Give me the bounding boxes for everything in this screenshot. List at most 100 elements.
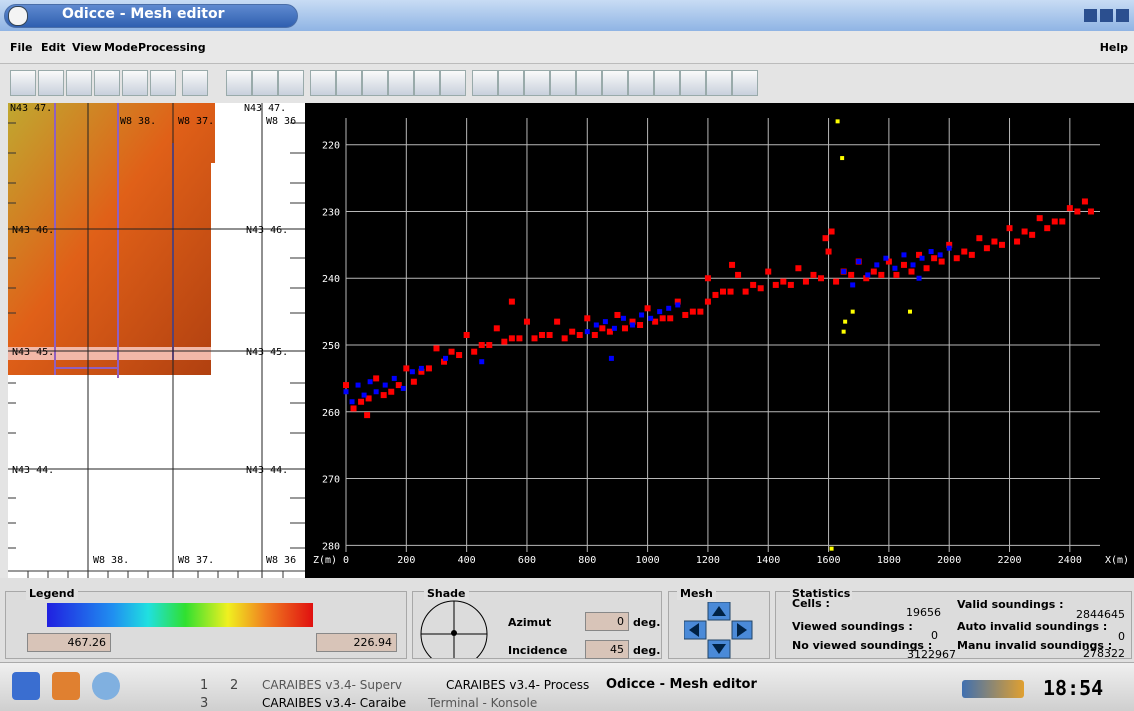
toolbar-button[interactable] <box>94 70 120 96</box>
task-button[interactable]: CARAIBES v3.4- Superv <box>262 678 402 692</box>
sounding <box>381 392 387 398</box>
toolbar-button[interactable] <box>336 70 362 96</box>
toolbar-button[interactable] <box>226 70 252 96</box>
map-label: W8 37. <box>178 555 214 566</box>
desktop-button[interactable]: 2 <box>230 678 238 693</box>
azimut-input[interactable]: 0 <box>585 612 629 631</box>
desktop-button[interactable]: 1 <box>200 678 208 693</box>
toolbar-button[interactable] <box>66 70 92 96</box>
browser-button[interactable] <box>92 672 120 700</box>
toolbar-button[interactable] <box>388 70 414 96</box>
toolbar-button[interactable] <box>472 70 498 96</box>
sounding <box>773 282 779 288</box>
sounding <box>871 269 877 275</box>
sounding <box>410 369 415 374</box>
kmenu-button[interactable] <box>12 672 40 700</box>
menu-item[interactable]: Processing <box>138 41 206 54</box>
close-button[interactable] <box>1116 9 1129 22</box>
panel-title: Shade <box>424 587 469 600</box>
toolbar-button[interactable] <box>38 70 64 96</box>
mesh-arrows[interactable] <box>684 602 754 662</box>
sounding <box>780 279 786 285</box>
sounding <box>383 383 388 388</box>
depth-raster <box>8 103 215 375</box>
sounding <box>660 315 666 321</box>
sounding <box>509 335 515 341</box>
stat-label: Viewed soundings : <box>792 620 913 633</box>
sounding <box>464 332 470 338</box>
toolbar-button[interactable] <box>310 70 336 96</box>
sounding <box>1014 239 1020 245</box>
azimut-label: Azimut <box>508 616 551 629</box>
task-button[interactable]: Terminal - Konsole <box>428 696 537 710</box>
sounding <box>874 262 879 267</box>
minimize-button[interactable] <box>1084 9 1097 22</box>
sounding <box>1082 198 1088 204</box>
x-tick-label: 400 <box>458 555 476 566</box>
toolbar-button[interactable] <box>182 70 208 96</box>
sounding <box>648 316 653 321</box>
incidence-input[interactable]: 45 <box>585 640 629 659</box>
toolbar-button[interactable] <box>680 70 706 96</box>
sounding <box>449 349 455 355</box>
toolbar-button[interactable] <box>550 70 576 96</box>
sounding <box>850 282 855 287</box>
sounding <box>501 339 507 345</box>
sounding <box>494 325 500 331</box>
sounding <box>810 272 816 278</box>
sounding <box>765 269 771 275</box>
sounding <box>842 330 846 334</box>
toolbar-button[interactable] <box>362 70 388 96</box>
toolbar-button[interactable] <box>440 70 466 96</box>
toolbar-button[interactable] <box>122 70 148 96</box>
sounding <box>364 412 370 418</box>
profile-plot: Z(m) X(m) 220230240250260270280020040060… <box>305 103 1134 578</box>
toolbar-button[interactable] <box>278 70 304 96</box>
sounding <box>843 320 847 324</box>
menu-help[interactable]: Help <box>1100 41 1128 54</box>
sounding <box>657 309 662 314</box>
menu-item[interactable]: Edit <box>41 41 65 54</box>
toolbar-button[interactable] <box>576 70 602 96</box>
sounding <box>735 272 741 278</box>
menu-item[interactable]: Mode <box>104 41 138 54</box>
toolbar-button[interactable] <box>628 70 654 96</box>
y-axis-label: Z(m) <box>313 555 337 566</box>
toolbar-button[interactable] <box>414 70 440 96</box>
toolbar-button[interactable] <box>150 70 176 96</box>
toolbar-button[interactable] <box>498 70 524 96</box>
menu-item[interactable]: View <box>72 41 102 54</box>
sounding <box>947 246 952 251</box>
sounding <box>585 329 590 334</box>
toolbar-button[interactable] <box>10 70 36 96</box>
maximize-button[interactable] <box>1100 9 1113 22</box>
map-label: W8 38. <box>120 116 156 127</box>
task-button[interactable]: Odicce - Mesh editor <box>606 677 757 692</box>
panel-title: Legend <box>26 587 78 600</box>
legend-min: 467.26 <box>27 633 111 652</box>
x-tick-label: 1000 <box>636 555 660 566</box>
task-button[interactable]: CARAIBES v3.4- Process <box>446 678 589 692</box>
desktop-button[interactable]: 3 <box>200 696 208 711</box>
sounding <box>609 356 614 361</box>
sounding <box>830 547 834 551</box>
stat-value: 19656 <box>906 606 941 619</box>
sounding <box>621 316 626 321</box>
home-button[interactable] <box>52 672 80 700</box>
sounding <box>939 259 945 265</box>
sounding <box>909 269 915 275</box>
toolbar-button[interactable] <box>706 70 732 96</box>
window-menu-button[interactable] <box>8 6 28 26</box>
sounding <box>1088 208 1094 214</box>
toolbar-button[interactable] <box>732 70 758 96</box>
x-tick-label: 800 <box>578 555 596 566</box>
sounding <box>401 386 406 391</box>
sounding <box>599 325 605 331</box>
menu-item[interactable]: File <box>10 41 33 54</box>
task-button[interactable]: CARAIBES v3.4- Caraibe <box>262 696 406 710</box>
toolbar-button[interactable] <box>524 70 550 96</box>
toolbar-button[interactable] <box>602 70 628 96</box>
sounding <box>667 315 673 321</box>
toolbar-button[interactable] <box>654 70 680 96</box>
toolbar-button[interactable] <box>252 70 278 96</box>
